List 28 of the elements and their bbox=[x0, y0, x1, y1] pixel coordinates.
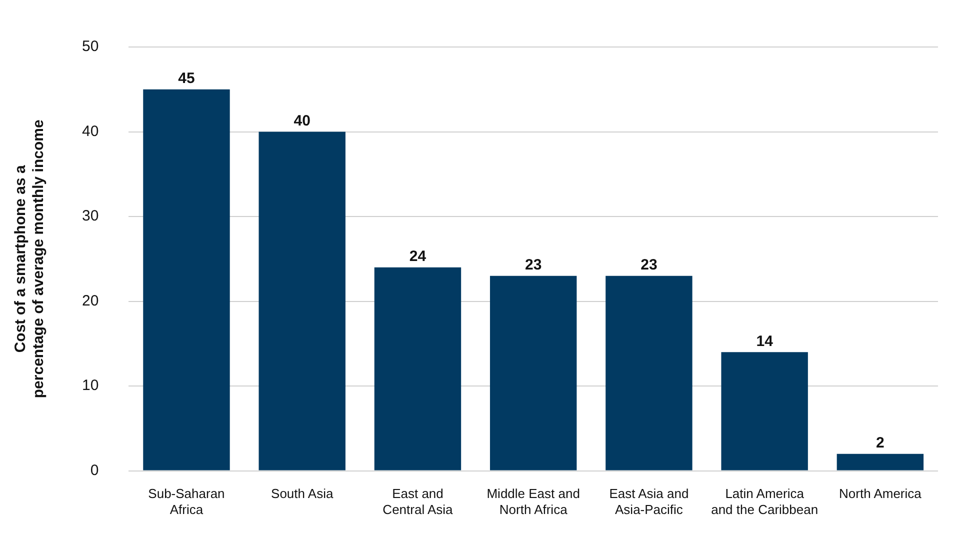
bar bbox=[836, 454, 924, 470]
bar bbox=[721, 352, 808, 470]
x-tick-label: East and Central Asia bbox=[382, 486, 454, 517]
x-tick-label: East Asia and Asia-Pacific bbox=[609, 486, 689, 517]
y-tick-label: 40 bbox=[82, 122, 99, 140]
y-tick-label: 10 bbox=[82, 377, 99, 394]
y-tick-label: 0 bbox=[90, 462, 99, 479]
x-tick-label: Middle East and North Africa bbox=[486, 486, 580, 517]
y-tick-label: 50 bbox=[82, 38, 99, 56]
bar bbox=[374, 267, 462, 470]
data-label: 24 bbox=[409, 248, 427, 266]
data-label: 14 bbox=[756, 332, 774, 350]
bar bbox=[143, 89, 230, 470]
y-tick-label: 20 bbox=[82, 292, 99, 310]
y-tick-label: 30 bbox=[82, 208, 99, 225]
y-axis-title: Cost of a smartphone as a percentage of average monthly income bbox=[12, 120, 48, 398]
data-label: 2 bbox=[876, 434, 884, 452]
bar bbox=[490, 276, 577, 470]
bar bbox=[258, 132, 346, 470]
x-tick-label: South Asia bbox=[271, 486, 334, 502]
bar bbox=[606, 276, 692, 470]
x-tick-label: North America bbox=[839, 486, 922, 502]
data-label: 23 bbox=[525, 256, 542, 274]
data-label: 40 bbox=[294, 112, 310, 130]
x-tick-label: Latin America and the Caribbean bbox=[711, 486, 818, 517]
data-label: 45 bbox=[178, 70, 195, 88]
x-tick-label: Sub-Saharan Africa bbox=[148, 486, 225, 517]
data-label: 23 bbox=[640, 256, 658, 274]
